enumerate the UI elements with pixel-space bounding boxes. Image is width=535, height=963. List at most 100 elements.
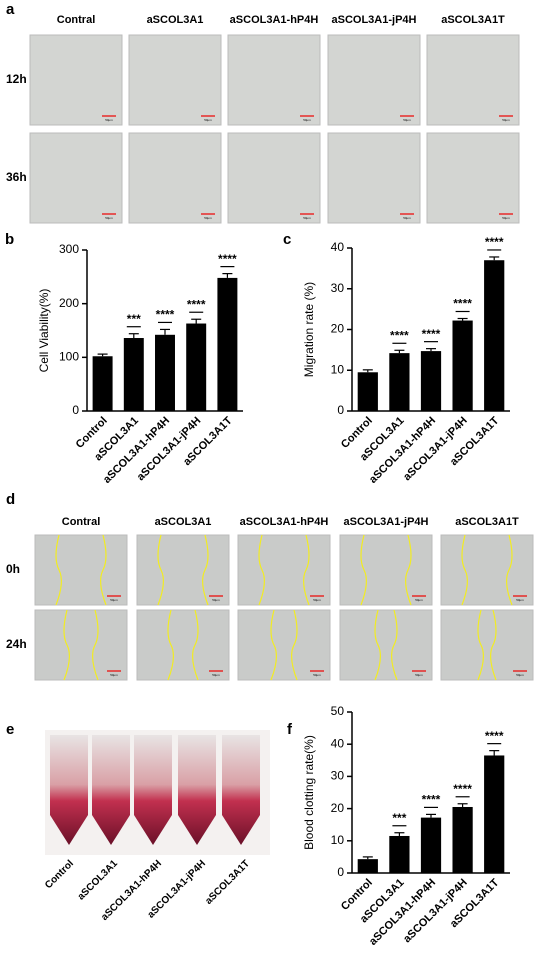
bar	[420, 817, 442, 873]
bar	[357, 859, 378, 873]
wound-edge	[55, 534, 62, 606]
micrograph	[339, 534, 433, 606]
bar	[452, 320, 473, 411]
row-label: 0h	[6, 562, 20, 576]
y-tick-label: 0	[337, 403, 344, 417]
scale-bar-label: 50μm	[212, 598, 220, 602]
micrograph	[29, 132, 123, 224]
micrograph	[440, 609, 534, 681]
row-label: 12h	[6, 72, 27, 86]
wound-edge	[167, 609, 174, 681]
micrograph	[339, 609, 433, 681]
wound-edge	[63, 609, 70, 681]
row-label: 36h	[6, 170, 27, 184]
bar	[186, 323, 207, 411]
panel-label: f	[287, 721, 293, 738]
wound-edge	[157, 534, 164, 606]
micrograph	[227, 34, 321, 126]
y-tick-label: 40	[331, 240, 345, 254]
scale-bar-label: 50μm	[204, 118, 212, 122]
scale-bar-label: 50μm	[313, 673, 321, 677]
wound-edge	[405, 534, 412, 606]
micrograph	[136, 534, 230, 606]
wound-edge	[258, 534, 265, 606]
micrograph	[426, 132, 520, 224]
y-tick-label: 20	[331, 801, 345, 815]
category-label: Control	[43, 858, 76, 891]
y-tick-label: 200	[59, 296, 79, 310]
scale-bar-label: 50μm	[303, 118, 311, 122]
bar	[155, 334, 175, 411]
wound-edge	[270, 609, 277, 681]
scale-bar-label: 50μm	[110, 598, 118, 602]
micrograph	[128, 132, 222, 224]
category-label: aSCOL3A1T	[203, 858, 252, 907]
column-header: aSCOL3A1-hP4H	[230, 14, 319, 26]
bar	[452, 806, 473, 873]
scale-bar-label: 50μm	[415, 673, 423, 677]
column-header: Contral	[57, 14, 96, 26]
significance: ****	[453, 782, 472, 796]
micrograph	[327, 34, 421, 126]
y-tick-label: 40	[331, 736, 345, 750]
micrograph	[440, 534, 534, 606]
significance: ****	[453, 297, 472, 311]
category-label: aSCOL3A1	[76, 858, 121, 903]
bar	[420, 351, 442, 411]
panel-label: d	[6, 491, 15, 508]
y-axis-title: Migration rate (%)	[302, 282, 316, 377]
wound-edge	[360, 534, 367, 606]
bar	[389, 835, 410, 873]
significance: ****	[485, 235, 504, 249]
scale-bar-label: 50μm	[516, 673, 524, 677]
wound-edge	[303, 534, 310, 606]
significance: ****	[187, 297, 206, 311]
wound-edge	[506, 534, 513, 606]
significance: ***	[127, 312, 141, 326]
wound-edge	[100, 534, 107, 606]
bar	[484, 755, 505, 873]
micrograph	[34, 534, 128, 606]
scale-bar-label: 50μm	[403, 216, 411, 220]
scale-bar-label: 50μm	[502, 118, 510, 122]
y-tick-label: 0	[337, 865, 344, 879]
column-header: aSCOL3A1T	[441, 14, 505, 26]
scale-bar-label: 50μm	[105, 118, 113, 122]
y-tick-label: 0	[72, 403, 79, 417]
y-tick-label: 20	[331, 322, 345, 336]
bar	[389, 353, 410, 411]
tube	[50, 735, 88, 845]
micrograph	[327, 132, 421, 224]
significance: ****	[156, 308, 175, 322]
micrograph	[227, 132, 321, 224]
y-axis-title: Blood clotting rate(%)	[302, 735, 316, 850]
panel-label: a	[6, 1, 15, 18]
column-header: aSCOL3A1T	[455, 516, 519, 528]
scale-bar-label: 50μm	[403, 118, 411, 122]
tube	[178, 735, 216, 845]
row-label: 24h	[6, 637, 27, 651]
column-header: aSCOL3A1	[147, 14, 204, 26]
tube	[222, 735, 260, 845]
column-header: aSCOL3A1	[155, 516, 212, 528]
y-tick-label: 30	[331, 281, 345, 295]
wound-edge	[192, 609, 199, 681]
significance: ****	[422, 327, 441, 341]
wound-edge	[461, 534, 468, 606]
column-header: Contral	[62, 516, 101, 528]
wound-edge	[391, 609, 398, 681]
significance: ***	[392, 811, 406, 825]
panel-label: c	[283, 231, 291, 248]
wound-edge	[291, 609, 298, 681]
scale-bar-label: 50μm	[105, 216, 113, 220]
tubes	[50, 735, 260, 845]
bar	[217, 277, 238, 411]
micrograph	[128, 34, 222, 126]
bar	[484, 260, 505, 411]
wound-edge	[477, 609, 484, 681]
scale-bar-label: 50μm	[415, 598, 423, 602]
bar	[123, 338, 144, 411]
scale-bar-label: 50μm	[516, 598, 524, 602]
column-header: aSCOL3A1-jP4H	[344, 516, 429, 528]
tube	[92, 735, 130, 845]
